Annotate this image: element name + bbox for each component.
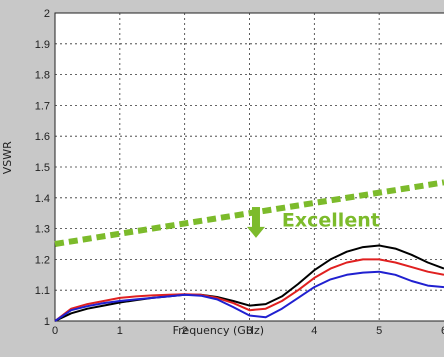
down-arrow <box>246 207 265 238</box>
x-tick-label: 6 <box>441 325 444 337</box>
x-tick-label: 1 <box>117 325 123 337</box>
annotation-excellent: Excellent <box>282 210 380 232</box>
y-tick-label: 1.9 <box>35 39 50 51</box>
x-tick-label: 2 <box>182 325 188 337</box>
threshold-line <box>54 179 444 247</box>
y-tick-label: 1.5 <box>35 162 50 174</box>
y-tick-label: 1.2 <box>35 254 50 266</box>
x-tick-label: 5 <box>376 325 382 337</box>
x-tick-label: 4 <box>311 325 317 337</box>
threshold-dashed-line <box>54 179 444 247</box>
arrow-head <box>246 226 265 238</box>
y-tick-label: 1.7 <box>35 100 50 112</box>
x-tick-label: 0 <box>52 325 58 337</box>
series-layer <box>54 244 444 322</box>
x-axis-label: Frequency (GHz) <box>173 324 264 337</box>
y-tick-label: 1.6 <box>35 131 50 143</box>
y-tick-labels: 1 1.1 1.2 1.3 1.4 1.5 1.6 1.7 1.8 1.9 2 <box>35 8 50 328</box>
y-tick-label: 1 <box>44 316 50 328</box>
series-line-2 <box>54 258 444 322</box>
y-tick-label: 1.1 <box>35 285 50 297</box>
y-tick-label: 2 <box>44 8 50 20</box>
y-tick-label: 1.8 <box>35 70 50 82</box>
series-line-1 <box>54 244 444 322</box>
annotations: Excellent <box>282 210 380 232</box>
x-tick-label: 3 <box>246 325 252 337</box>
y-axis-label: VSWR <box>1 141 14 174</box>
arrow-shaft <box>251 207 260 228</box>
y-tick-label: 1.4 <box>35 193 50 205</box>
y-tick-label: 1.3 <box>35 224 50 236</box>
series-line-3 <box>54 270 444 322</box>
x-tick-labels: 0 1 2 3 4 5 6 <box>52 325 444 337</box>
